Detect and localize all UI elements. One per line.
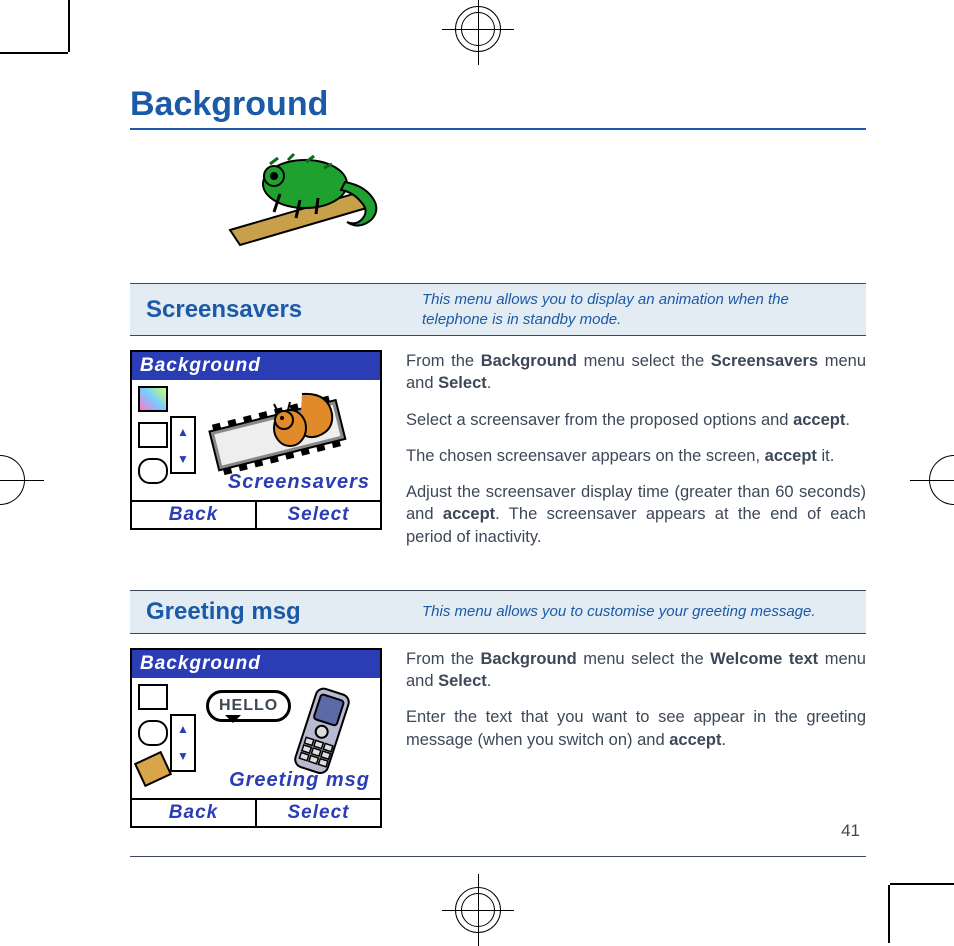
lcd-title: Background (132, 650, 380, 678)
register-mark-right (929, 455, 954, 505)
crop-mark (890, 883, 954, 885)
scroll-indicator: ▲▼ (170, 416, 196, 474)
text: it. (817, 447, 834, 465)
text-bold: Welcome text (710, 650, 818, 668)
greeting-icon (138, 720, 168, 746)
crop-mark (0, 52, 68, 54)
text-bold: accept (793, 411, 845, 429)
lcd-title: Background (132, 352, 380, 380)
footer-rule (130, 856, 866, 857)
scroll-indicator: ▲▼ (170, 714, 196, 772)
text-bold: Select (438, 672, 487, 690)
crop-mark (888, 885, 890, 943)
filmstrip-illustration (202, 384, 362, 482)
page-content: Background Screensavers This menu allows… (130, 85, 866, 855)
text: . (845, 411, 850, 429)
softkey-back: Back (132, 800, 257, 826)
greeting-icon (138, 458, 168, 484)
register-mark-left (0, 455, 25, 505)
text: menu select the (577, 352, 711, 370)
text: From the (406, 352, 481, 370)
text-bold: accept (765, 447, 817, 465)
section-heading: Screensavers (130, 289, 422, 331)
text-bold: Select (438, 374, 487, 392)
page-title: Background (130, 85, 866, 130)
register-mark-bottom (455, 887, 501, 933)
section-body-greeting: Background ▲▼ HELLO (130, 648, 866, 828)
text: From the (406, 650, 480, 668)
text: menu select the (577, 650, 710, 668)
crop-mark (68, 0, 70, 52)
text: Enter the text that you want to see appe… (406, 708, 866, 748)
section-tagline: This menu allows you to customise your g… (422, 596, 866, 628)
section-bar-greeting: Greeting msg This menu allows you to cus… (130, 590, 866, 634)
lcd-menu-label: Screensavers (228, 471, 370, 494)
section-body-screensavers: Background ▲▼ (130, 350, 866, 562)
text: . (487, 374, 492, 392)
skins-icon (138, 386, 168, 412)
body-text-greeting: From the Background menu select the Welc… (406, 648, 866, 828)
softkey-back: Back (132, 502, 257, 528)
pen-icon (134, 751, 172, 787)
text: Select a screensaver from the proposed o… (406, 411, 793, 429)
softkey-select: Select (257, 502, 380, 528)
section-tagline: This menu allows you to display an anima… (422, 284, 866, 335)
body-text-screensavers: From the Background menu select the Scre… (406, 350, 866, 562)
text: . (487, 672, 492, 690)
text-bold: Background (481, 352, 577, 370)
chameleon-illustration (210, 152, 866, 257)
text: The chosen screensaver appears on the sc… (406, 447, 765, 465)
text-bold: Screensavers (711, 352, 818, 370)
hello-bubble: HELLO (206, 690, 291, 722)
text-bold: accept (669, 731, 721, 749)
lcd-menu-label: Greeting msg (229, 769, 370, 792)
phone-screenshot-screensavers: Background ▲▼ (130, 350, 382, 562)
screensaver-icon (138, 684, 168, 710)
section-heading: Greeting msg (130, 591, 422, 633)
text-bold: Background (480, 650, 576, 668)
phone-screenshot-greeting: Background ▲▼ HELLO (130, 648, 382, 828)
section-bar-screensavers: Screensavers This menu allows you to dis… (130, 283, 866, 336)
text-bold: accept (443, 505, 495, 523)
softkey-select: Select (257, 800, 380, 826)
screensaver-icon (138, 422, 168, 448)
text: . (722, 731, 727, 749)
register-mark-top (455, 6, 501, 52)
page-number: 41 (841, 821, 860, 841)
